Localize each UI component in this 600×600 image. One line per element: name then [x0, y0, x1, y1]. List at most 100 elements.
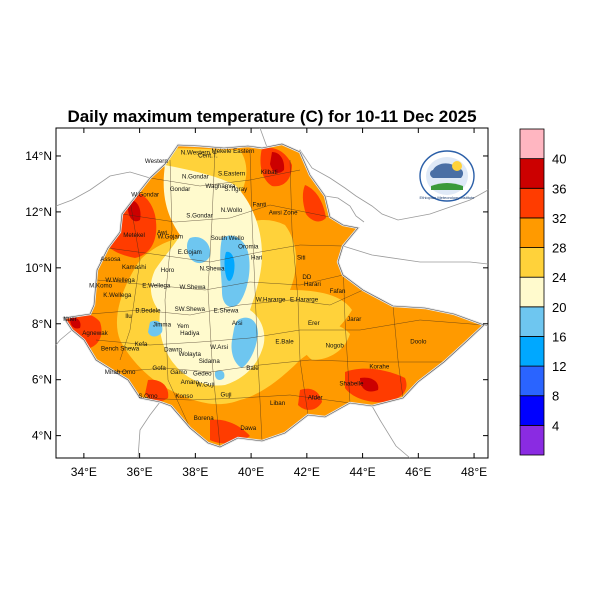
x-tick-label: 44°E	[350, 465, 376, 479]
region-label: Korahe	[369, 364, 390, 371]
band-32-36-afder	[298, 388, 322, 410]
band-16-20-guji	[214, 370, 225, 380]
colorbar-label: 20	[552, 300, 566, 315]
region-label: Erer	[308, 320, 320, 327]
region-label: Liban	[270, 400, 286, 407]
colorbar-label: 12	[552, 359, 566, 374]
region-label: Western	[145, 158, 168, 165]
y-tick-label: 12°N	[25, 205, 52, 219]
region-label: E.Shewa	[214, 308, 239, 315]
zone-line-1	[149, 169, 301, 187]
zone-line-6	[95, 319, 484, 346]
zone-line-13	[342, 259, 351, 404]
x-tick-label: 46°E	[405, 465, 431, 479]
zone-line-7	[114, 359, 444, 373]
region-label: N.Western	[181, 150, 211, 157]
band-24-28-east	[299, 323, 350, 360]
colorbar: 4 8 12 16 20 24 28 32 36 40	[519, 128, 566, 456]
band-12-16	[224, 251, 235, 281]
zone-line-8	[139, 394, 351, 404]
colorbar-swatch	[519, 276, 545, 308]
colorbar-swatch	[519, 424, 545, 456]
region-label: Kefa	[135, 341, 148, 348]
region-label: Jimma	[153, 322, 172, 329]
region-label: Kamashi	[122, 264, 146, 271]
south-sudan-border-west	[55, 329, 73, 346]
region-label: Fanti	[253, 201, 267, 208]
region-label: Bale	[246, 365, 259, 372]
x-tick-label: 42°E	[294, 465, 320, 479]
x-tick-label: 34°E	[71, 465, 97, 479]
region-label: M.Komo	[89, 282, 113, 289]
zone-line-15	[119, 199, 141, 361]
temperature-field	[64, 144, 484, 447]
zone-line-4	[96, 274, 344, 291]
kenya-border-west	[137, 401, 161, 459]
region-label: Guji	[221, 391, 232, 398]
x-tick-label: 40°E	[238, 465, 264, 479]
region-label: Hari	[251, 254, 262, 261]
zone-line-2	[121, 204, 331, 223]
zone-line-10	[207, 149, 221, 447]
region-label: Dawa	[240, 425, 256, 432]
region-label: Doolo	[410, 338, 427, 345]
region-label: Bench Shewa	[101, 345, 140, 352]
region-label: South Wello	[211, 235, 245, 242]
region-label: Yem	[177, 323, 189, 330]
region-label: E.Wellega	[142, 282, 171, 289]
region-label: Harari	[304, 281, 321, 288]
region-label: W.Arsi	[210, 344, 228, 351]
zone-line-11	[249, 149, 263, 442]
y-tick-label: 8°N	[32, 317, 52, 331]
band-16-20-kefa	[148, 320, 163, 337]
band-36-40-shabelle	[360, 377, 379, 392]
colorbar-label: 40	[552, 152, 566, 167]
region-label: Gamo	[170, 369, 187, 376]
region-label: Afder	[308, 394, 323, 401]
institute-logo: Ethiopian Meteorology Institute	[419, 150, 475, 202]
region-label: Shabelle	[339, 380, 364, 387]
somalia-border-south	[371, 405, 411, 459]
region-label: W.Wellega	[105, 277, 135, 284]
colorbar-swatch	[519, 336, 545, 367]
region-label: W.Gondar	[131, 192, 159, 199]
colorbar-swatch	[519, 158, 545, 189]
x-tick-label: 38°E	[182, 465, 208, 479]
region-label: Nuer	[63, 316, 76, 323]
region-label: Assosa	[100, 256, 121, 263]
region-label: Ilu	[125, 313, 132, 320]
region-label: Horo	[161, 267, 175, 274]
zone-boundaries	[89, 149, 484, 447]
x-tick-label: 36°E	[127, 465, 153, 479]
colorbar-label: 28	[552, 241, 566, 256]
region-label: Cent.T.	[198, 152, 218, 159]
region-label: Jarar	[347, 316, 361, 323]
region-label: Sidama	[199, 358, 221, 365]
colorbar-label: 24	[552, 270, 566, 285]
region-label: W.Guji	[196, 382, 214, 389]
region-label: SW.Shewa	[175, 306, 206, 313]
zone-line-3	[107, 244, 344, 263]
colorbar-label: 16	[552, 329, 566, 344]
colorbar-swatch	[519, 306, 545, 337]
logo-land-icon	[431, 183, 463, 190]
region-label: Gofa	[152, 365, 166, 372]
zone-line-12	[289, 159, 309, 416]
zone-line-5	[89, 289, 364, 316]
colorbar-swatch	[519, 128, 545, 160]
colorbar-swatch	[519, 247, 545, 278]
band-36-40-nuer	[70, 317, 81, 329]
colorbar-label: 4	[552, 418, 559, 433]
region-label: N.Wollo	[221, 207, 243, 214]
y-tick-label: 6°N	[32, 373, 52, 387]
colorbar-swatch	[519, 365, 545, 397]
somaliland-border	[342, 245, 489, 265]
region-label: Arsi	[232, 320, 243, 327]
region-label: Borena	[194, 415, 215, 422]
region-label: E.Gojam	[178, 249, 202, 256]
region-label: Metekel	[123, 232, 145, 239]
y-tick-label: 14°N	[25, 149, 52, 163]
region-label: S.Gondar	[186, 212, 212, 219]
